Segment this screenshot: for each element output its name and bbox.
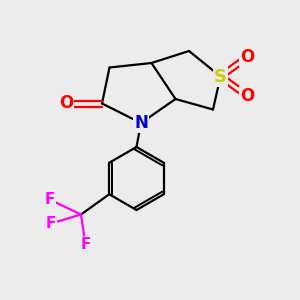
- Text: N: N: [134, 114, 148, 132]
- Text: O: O: [240, 48, 255, 66]
- Text: F: F: [44, 192, 55, 207]
- Text: S: S: [214, 68, 227, 85]
- Text: F: F: [46, 216, 56, 231]
- Text: F: F: [80, 237, 91, 252]
- Text: O: O: [240, 87, 255, 105]
- Text: O: O: [59, 94, 73, 112]
